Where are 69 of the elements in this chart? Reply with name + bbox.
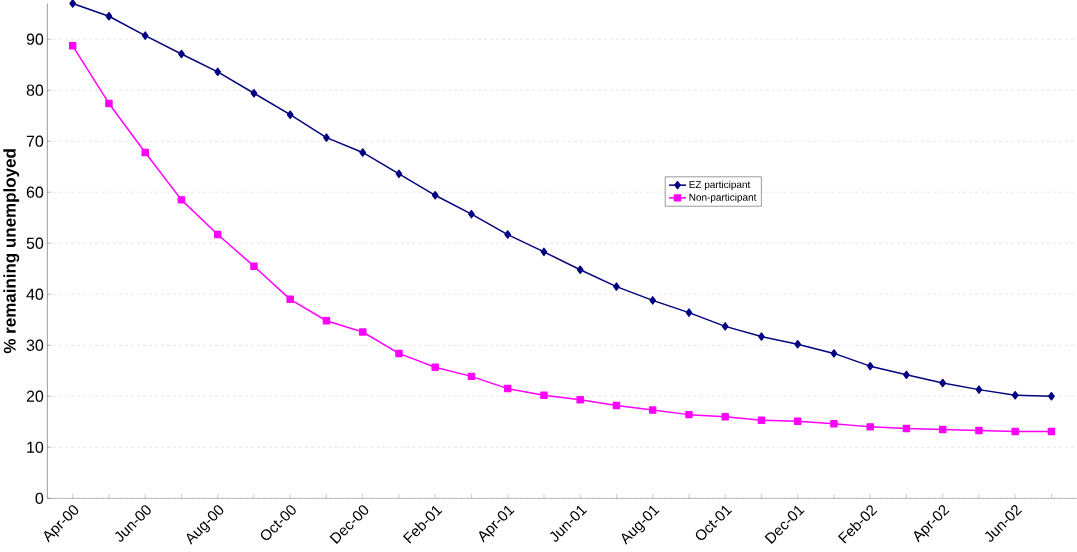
- point: [1011, 427, 1019, 436]
- point: [938, 425, 947, 434]
- point: [141, 148, 149, 157]
- point: [975, 385, 983, 395]
- y-tick-label: 40: [26, 288, 44, 301]
- point: [757, 416, 766, 425]
- point: [902, 424, 911, 433]
- point: [395, 169, 403, 179]
- point: [503, 385, 512, 393]
- point: [1047, 427, 1056, 436]
- point: [286, 110, 294, 120]
- point: [141, 31, 149, 41]
- y-tick-label: 10: [27, 441, 44, 454]
- point: [975, 426, 983, 435]
- y-tick-label: 60: [26, 186, 44, 199]
- point: [649, 296, 657, 305]
- point: [322, 317, 331, 325]
- point: [213, 230, 222, 239]
- point: [431, 363, 439, 372]
- point: [648, 406, 657, 414]
- point: [866, 362, 874, 371]
- point: [1048, 392, 1055, 401]
- point: [105, 99, 113, 108]
- y-tick-label: 70: [26, 135, 44, 148]
- point: [358, 328, 367, 336]
- point: [395, 349, 403, 358]
- point: [286, 295, 294, 304]
- point: [830, 349, 838, 358]
- point: [540, 247, 548, 257]
- point: [467, 372, 476, 381]
- y-tick-label: 0: [35, 492, 44, 505]
- point: [612, 401, 621, 410]
- point: [830, 420, 838, 428]
- point: [68, 42, 77, 50]
- point: [504, 230, 512, 239]
- point: [793, 417, 802, 426]
- point: [613, 282, 620, 291]
- point: [105, 12, 113, 21]
- point: [758, 332, 765, 341]
- point: [576, 265, 584, 275]
- point: [250, 262, 258, 271]
- point: [540, 391, 548, 400]
- legend-label: EZ participant: [689, 180, 751, 191]
- point: [866, 423, 874, 431]
- y-axis-title: % remaining unemployed: [3, 149, 20, 354]
- point: [177, 196, 186, 204]
- point: [685, 308, 693, 317]
- point: [431, 191, 439, 200]
- y-tick-label: 20: [26, 390, 44, 403]
- legend-label: Non-participant: [689, 193, 757, 203]
- y-tick-label: 90: [26, 33, 44, 45]
- point: [903, 370, 910, 380]
- point: [214, 67, 222, 77]
- point: [576, 396, 584, 404]
- y-tick-label: 30: [26, 339, 44, 352]
- point: [69, 0, 77, 8]
- point: [939, 378, 947, 388]
- point: [323, 133, 330, 143]
- point: [468, 210, 475, 219]
- point: [721, 322, 729, 331]
- point: [721, 413, 729, 421]
- y-tick-label: 80: [26, 84, 44, 97]
- point: [685, 411, 693, 419]
- point: [359, 148, 367, 157]
- point: [178, 49, 185, 59]
- point: [794, 340, 802, 349]
- y-tick-label: 50: [26, 237, 44, 250]
- point: [250, 89, 258, 98]
- point: [1011, 391, 1019, 400]
